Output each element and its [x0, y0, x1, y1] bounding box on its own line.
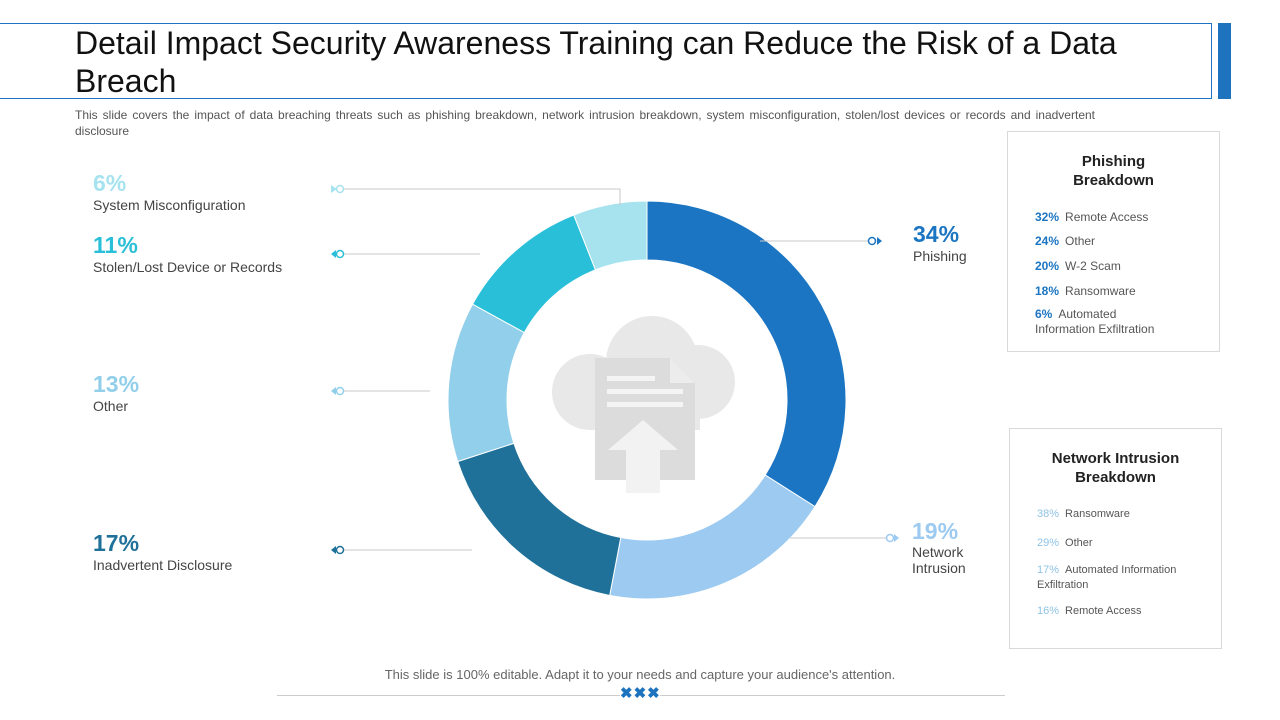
network-row-value: 38%	[1037, 508, 1060, 520]
network-intrusion-breakdown-card: Network Intrusion Breakdown 38% Ransomwar…	[1009, 428, 1222, 649]
subtitle: This slide covers the impact of data bre…	[75, 108, 1095, 138]
phishing-row-label: W-2 Scam	[1065, 259, 1121, 273]
name-system-misconfiguration: System Misconfiguration	[93, 197, 246, 213]
cloud-document-icon	[552, 316, 735, 493]
network-row-label: Other	[1065, 537, 1093, 549]
donut-slices	[447, 200, 847, 600]
phishing-row-automated-exfiltration: 6% Automated Information Exfiltration	[1035, 307, 1154, 337]
network-row-label: Ransomware	[1065, 508, 1130, 520]
network-row-value: 17%	[1037, 564, 1060, 576]
name-other: Other	[93, 398, 129, 414]
phishing-row-remote-access: 32% Remote Access	[1035, 210, 1148, 225]
phishing-row-value: 32%	[1035, 210, 1060, 224]
name-inadvertent-disclosure: Inadvertent Disclosure	[93, 557, 233, 573]
phishing-row-label: Remote Access	[1065, 210, 1149, 224]
network-row-automated-exfiltration: 17% Automated Information Exfiltration	[1037, 563, 1176, 593]
network-row-label: Automated Information	[1065, 564, 1177, 576]
footer-logo-mark: ✖✖✖	[620, 684, 661, 702]
network-card-title-line2: Breakdown	[1075, 469, 1156, 486]
pct-phishing: 34%	[913, 221, 960, 247]
network-card-title-line1: Network Intrusion	[1051, 450, 1180, 467]
name-stolen-lost: Stolen/Lost Device or Records	[93, 259, 283, 275]
label-other: 13% Other	[93, 371, 139, 415]
phishing-row-label: Automated	[1058, 307, 1117, 321]
pct-network-intrusion: 19%	[912, 518, 959, 544]
label-stolen-lost: 11% Stolen/Lost Device or Records	[93, 232, 282, 276]
phishing-row-w2-scam: 20% W-2 Scam	[1035, 259, 1121, 274]
phishing-row-label: Other	[1065, 234, 1096, 248]
page-title: Detail Impact Security Awareness Trainin…	[75, 25, 1117, 99]
pct-other: 13%	[93, 371, 140, 397]
donut-slice-other	[447, 303, 525, 463]
phishing-card-title-line2: Breakdown	[1073, 172, 1154, 189]
donut-slice-system-misconfiguration	[573, 200, 648, 271]
name-network-intrusion-line1: Network	[912, 544, 964, 560]
network-row-value: 29%	[1037, 537, 1060, 549]
name-phishing: Phishing	[913, 248, 967, 264]
network-row-ransomware: 38% Ransomware	[1037, 507, 1130, 522]
network-row-value: 16%	[1037, 605, 1060, 617]
phishing-row-value: 6%	[1035, 307, 1053, 321]
title-frame	[0, 23, 1212, 99]
phishing-row-ransomware: 18% Ransomware	[1035, 284, 1136, 299]
network-row-label: Remote Access	[1065, 605, 1142, 617]
phishing-row-label-line2: Information Exfiltration	[1035, 322, 1155, 336]
phishing-row-label: Ransomware	[1065, 284, 1136, 298]
phishing-card-title-line1: Phishing	[1081, 153, 1146, 170]
label-inadvertent-disclosure: 17% Inadvertent Disclosure	[93, 530, 232, 574]
phishing-row-other: 24% Other	[1035, 234, 1095, 249]
phishing-breakdown-card: Phishing Breakdown 32% Remote Access 24% O…	[1007, 131, 1220, 352]
phishing-row-value: 20%	[1035, 259, 1060, 273]
pct-system-misconfiguration: 6%	[93, 170, 127, 196]
title-accent-bar	[1218, 23, 1231, 99]
label-network-intrusion: 19% Network Intrusion	[912, 518, 966, 576]
phishing-row-value: 24%	[1035, 234, 1060, 248]
pct-inadvertent-disclosure: 17%	[93, 530, 140, 556]
name-network-intrusion-line2: Intrusion	[912, 560, 966, 576]
network-row-other: 29% Other	[1037, 536, 1093, 551]
pct-stolen-lost: 11%	[93, 232, 138, 258]
label-system-misconfiguration: 6% System Misconfiguration	[93, 170, 246, 214]
phishing-row-value: 18%	[1035, 284, 1060, 298]
donut-slice-phishing	[646, 200, 847, 508]
label-phishing: 34% Phishing	[913, 221, 967, 265]
network-row-remote-access: 16% Remote Access	[1037, 604, 1141, 619]
network-row-label-line2: Exfiltration	[1037, 579, 1089, 591]
donut-slice-network-intrusion	[609, 474, 816, 600]
footer-note: This slide is 100% editable. Adapt it to…	[384, 667, 896, 682]
